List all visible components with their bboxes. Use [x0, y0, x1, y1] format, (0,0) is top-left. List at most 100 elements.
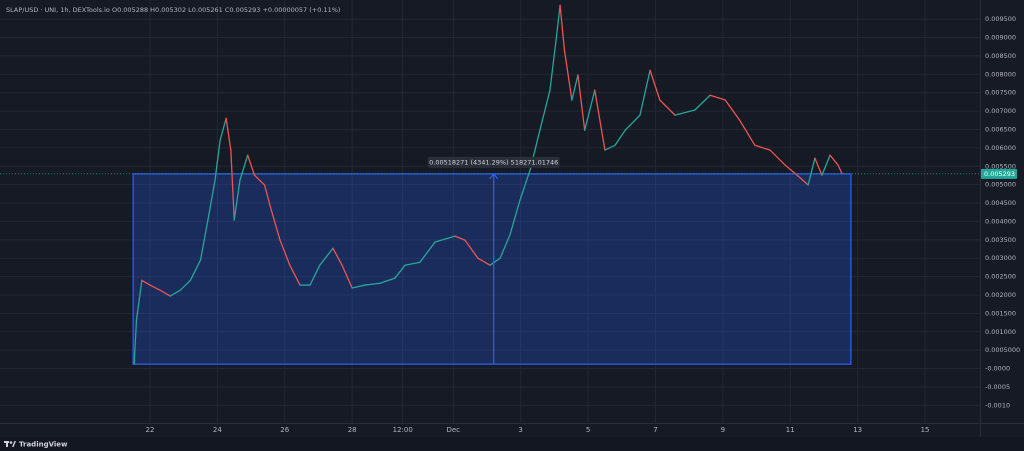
price-segment: [563, 49, 573, 101]
price-segment: [489, 257, 501, 266]
x-tick-label: 24: [213, 426, 222, 434]
price-segment: [159, 289, 171, 297]
y-tick-label: 0.002500: [985, 273, 1016, 281]
price-segment: [821, 154, 831, 176]
price-segment: [649, 69, 661, 101]
price-segment: [233, 179, 241, 221]
measure-box: [132, 173, 852, 365]
price-segment: [225, 117, 232, 151]
footer: [0, 437, 1024, 451]
price-segment: [674, 109, 696, 116]
price-segment: [754, 144, 771, 151]
measure-label: 0.00518271 (4341.29%) 518271.01746: [429, 158, 558, 166]
price-segment: [807, 157, 816, 186]
price-segment: [769, 149, 786, 166]
price-segment: [539, 89, 551, 131]
x-tick-label: 12:00: [393, 426, 413, 434]
price-segment: [829, 154, 839, 166]
price-segment: [341, 264, 353, 289]
y-tick-label: 0.003000: [985, 254, 1016, 262]
price-segment: [694, 94, 711, 111]
price-segment: [332, 247, 343, 266]
price-segment: [434, 235, 456, 243]
price-segment: [404, 261, 421, 266]
price-segment: [230, 149, 235, 221]
y-tick-label: 0.001000: [985, 328, 1016, 336]
price-segment: [135, 279, 143, 321]
price-segment: [351, 284, 366, 289]
x-tick-label: 3: [518, 426, 522, 434]
y-tick-label: 0.005000: [985, 181, 1016, 189]
brand-logo: [4, 441, 16, 447]
price-segment: [555, 4, 561, 41]
grid-layer: [0, 0, 980, 423]
x-tick-label: 9: [721, 426, 725, 434]
price-segment: [837, 164, 843, 174]
y-tick-label: 0.0005000: [985, 346, 1020, 354]
price-segment: [253, 174, 266, 186]
price-segment: [394, 264, 406, 279]
logo-dot: [9, 441, 13, 444]
y-tick-label: 0.004500: [985, 199, 1016, 207]
price-segment: [614, 129, 626, 146]
y-tick-label: -0.0005: [985, 383, 1010, 391]
price-segment: [239, 154, 249, 181]
x-tick-label: 15: [921, 426, 930, 434]
plot-layer: 0.00518271 (4341.29%) 518271.01746: [132, 4, 852, 365]
price-segment: [419, 241, 436, 263]
measure-arrowhead: [489, 172, 499, 180]
y-tick-label: 0.009500: [985, 15, 1016, 23]
x-tick-label: 5: [586, 426, 590, 434]
symbol-header: SLAP/USD · UNI, 1h, DEXTools.io O0.00528…: [6, 6, 340, 14]
y-tick-label: 0.009000: [985, 34, 1016, 42]
y-tick-label: 0.001500: [985, 309, 1016, 317]
price-segment: [199, 219, 209, 261]
price-segment: [179, 279, 192, 291]
price-segment: [263, 184, 272, 211]
y-tick-label: 0.008500: [985, 52, 1016, 60]
price-segment: [149, 284, 161, 291]
price-segment: [509, 199, 521, 236]
price-segment: [364, 282, 381, 286]
price-segment: [571, 74, 579, 101]
price-segment: [499, 234, 511, 259]
price-segment: [594, 89, 606, 151]
price-segment: [624, 114, 641, 131]
price-segment: [577, 74, 586, 131]
price-segment: [141, 279, 151, 286]
price-segment: [584, 89, 596, 131]
price-segment: [247, 154, 256, 176]
price-segment: [219, 117, 227, 142]
x-tick-label: 13: [853, 426, 862, 434]
price-segment: [270, 209, 281, 241]
x-tick-label: 11: [786, 426, 795, 434]
y-tick-label: 0.005500: [985, 162, 1016, 170]
price-segment: [189, 259, 202, 281]
price-segment: [659, 99, 676, 116]
logo-slash: [12, 441, 16, 447]
x-tick-label: 7: [653, 426, 657, 434]
price-segment: [379, 277, 396, 284]
price-segment: [724, 99, 741, 121]
price-segment: [639, 69, 651, 116]
y-tick-label: 0.006000: [985, 144, 1016, 152]
x-tick-label: 28: [348, 426, 357, 434]
last-price-label: 0.005293: [984, 170, 1015, 178]
price-segment: [604, 144, 616, 151]
price-segment: [519, 169, 531, 201]
y-tick-label: 0.007500: [985, 89, 1016, 97]
price-segment: [799, 177, 809, 186]
price-segment: [133, 319, 138, 365]
y-tick-label: 0.008000: [985, 70, 1016, 78]
last-price-box: [981, 168, 1017, 179]
price-segment: [309, 264, 321, 286]
y-tick-label: 0.003500: [985, 236, 1016, 244]
logo-stem: [6, 441, 8, 447]
price-segment: [464, 239, 479, 259]
y-tick-label: 0.007000: [985, 107, 1016, 115]
price-segment: [709, 94, 726, 101]
price-segment: [207, 179, 216, 221]
price-segment: [319, 247, 334, 266]
measure-tooltip: [427, 156, 560, 168]
